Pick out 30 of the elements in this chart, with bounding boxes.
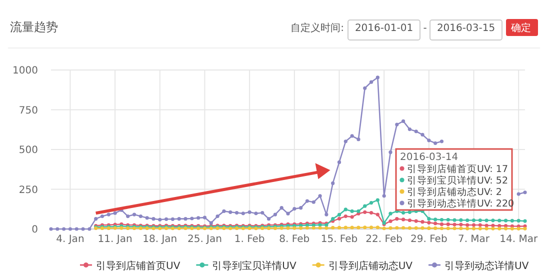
x-tick-label: 7. Mar	[458, 234, 490, 245]
x-tick-label: 8. Feb	[279, 234, 310, 245]
annotation: 引导到店铺首页UV: 17	[407, 163, 508, 175]
y-tick-label: 250	[18, 184, 38, 196]
x-tick-label: 14. Mar	[500, 234, 538, 245]
text: 自定义时间:	[290, 22, 344, 34]
x-tick-label: 1. Feb	[234, 234, 265, 245]
x-tick-label: 4. Jan	[56, 234, 84, 245]
text: -	[423, 23, 428, 34]
x-tick-label: 11. Jan	[98, 234, 132, 245]
x-tick-label: 15. Feb	[320, 234, 358, 245]
x-tick-label: 22. Feb	[366, 234, 402, 245]
text: 2016-03-15	[436, 23, 496, 34]
x-tick-label: 29. Feb	[410, 234, 448, 245]
annotation: 引导到店铺动态UV: 2	[407, 186, 502, 198]
x-tick-label: 18. Jan	[142, 234, 178, 245]
y-tick-label: 750	[18, 105, 38, 116]
annotation: 2016-03-14	[400, 152, 458, 163]
text: 确定	[510, 22, 531, 34]
legend-label: 引导到店铺首页UV	[96, 260, 180, 272]
annotation: 引导到宝贝详情UV: 52	[407, 174, 508, 186]
chart-title: 流量趋势	[10, 20, 58, 34]
legend-label: 引导到宝贝详情UV	[212, 260, 296, 272]
y-tick-label: 500	[18, 145, 38, 156]
legend-label: 引导到动态详情UV	[444, 260, 529, 272]
x-tick-label: 25. Jan	[187, 234, 222, 245]
text: 2016-01-01	[354, 23, 414, 34]
y-tick-label: 1000	[12, 66, 38, 76]
y-tick-label: 0	[32, 224, 38, 236]
legend-label: 引导到店铺动态UV	[328, 260, 413, 272]
